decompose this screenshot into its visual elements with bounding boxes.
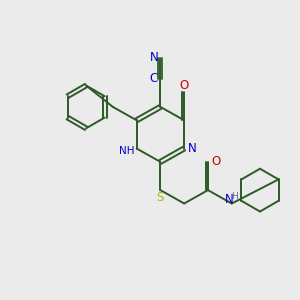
Text: NH: NH <box>119 146 135 157</box>
Text: H: H <box>231 192 238 201</box>
Text: N: N <box>188 142 197 155</box>
Text: C: C <box>150 72 158 85</box>
Text: S: S <box>157 191 164 204</box>
Text: N: N <box>149 51 158 64</box>
Text: O: O <box>180 79 189 92</box>
Text: O: O <box>212 155 221 168</box>
Text: N: N <box>224 194 233 206</box>
